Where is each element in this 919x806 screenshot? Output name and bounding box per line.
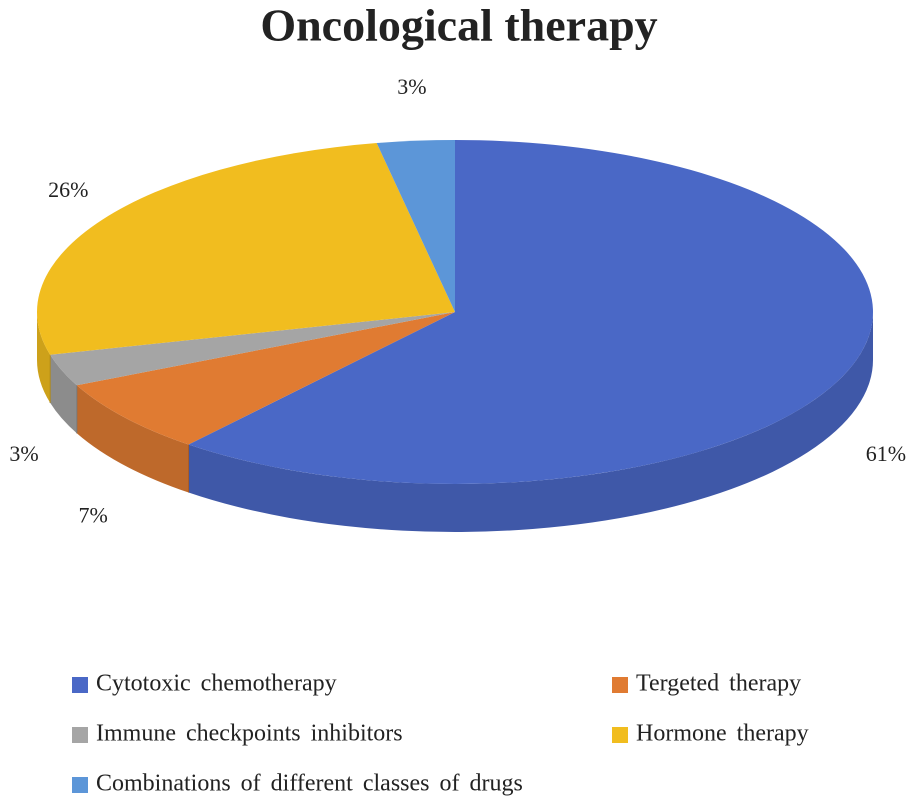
legend-swatch (72, 777, 88, 793)
slice (188, 140, 873, 484)
data-label: 7% (78, 502, 107, 527)
slice-side (188, 312, 874, 532)
data-label: 26% (48, 177, 88, 202)
data-label: 3% (397, 74, 426, 99)
slice-side (76, 385, 189, 493)
legend-label: Cytotoxic chemotherapy (96, 671, 337, 697)
slice (36, 143, 455, 355)
slice (76, 312, 456, 445)
slice (50, 312, 456, 386)
legend-label: Immune checkpoints inhibitors (96, 721, 403, 747)
data-label: 61% (866, 441, 906, 466)
data-label: 3% (9, 441, 38, 466)
chart-title: Oncological therapy (260, 0, 657, 51)
slice-side (37, 312, 51, 403)
legend-label: Combinations of different classes of dru… (96, 771, 523, 797)
slice-side (50, 354, 77, 434)
slice (376, 140, 455, 312)
legend-swatch (612, 727, 628, 743)
legend-label: Hormone therapy (636, 721, 809, 747)
legend-label: Tergeted therapy (636, 671, 801, 697)
legend-swatch (612, 677, 628, 693)
legend-swatch (72, 727, 88, 743)
legend-swatch (72, 677, 88, 693)
